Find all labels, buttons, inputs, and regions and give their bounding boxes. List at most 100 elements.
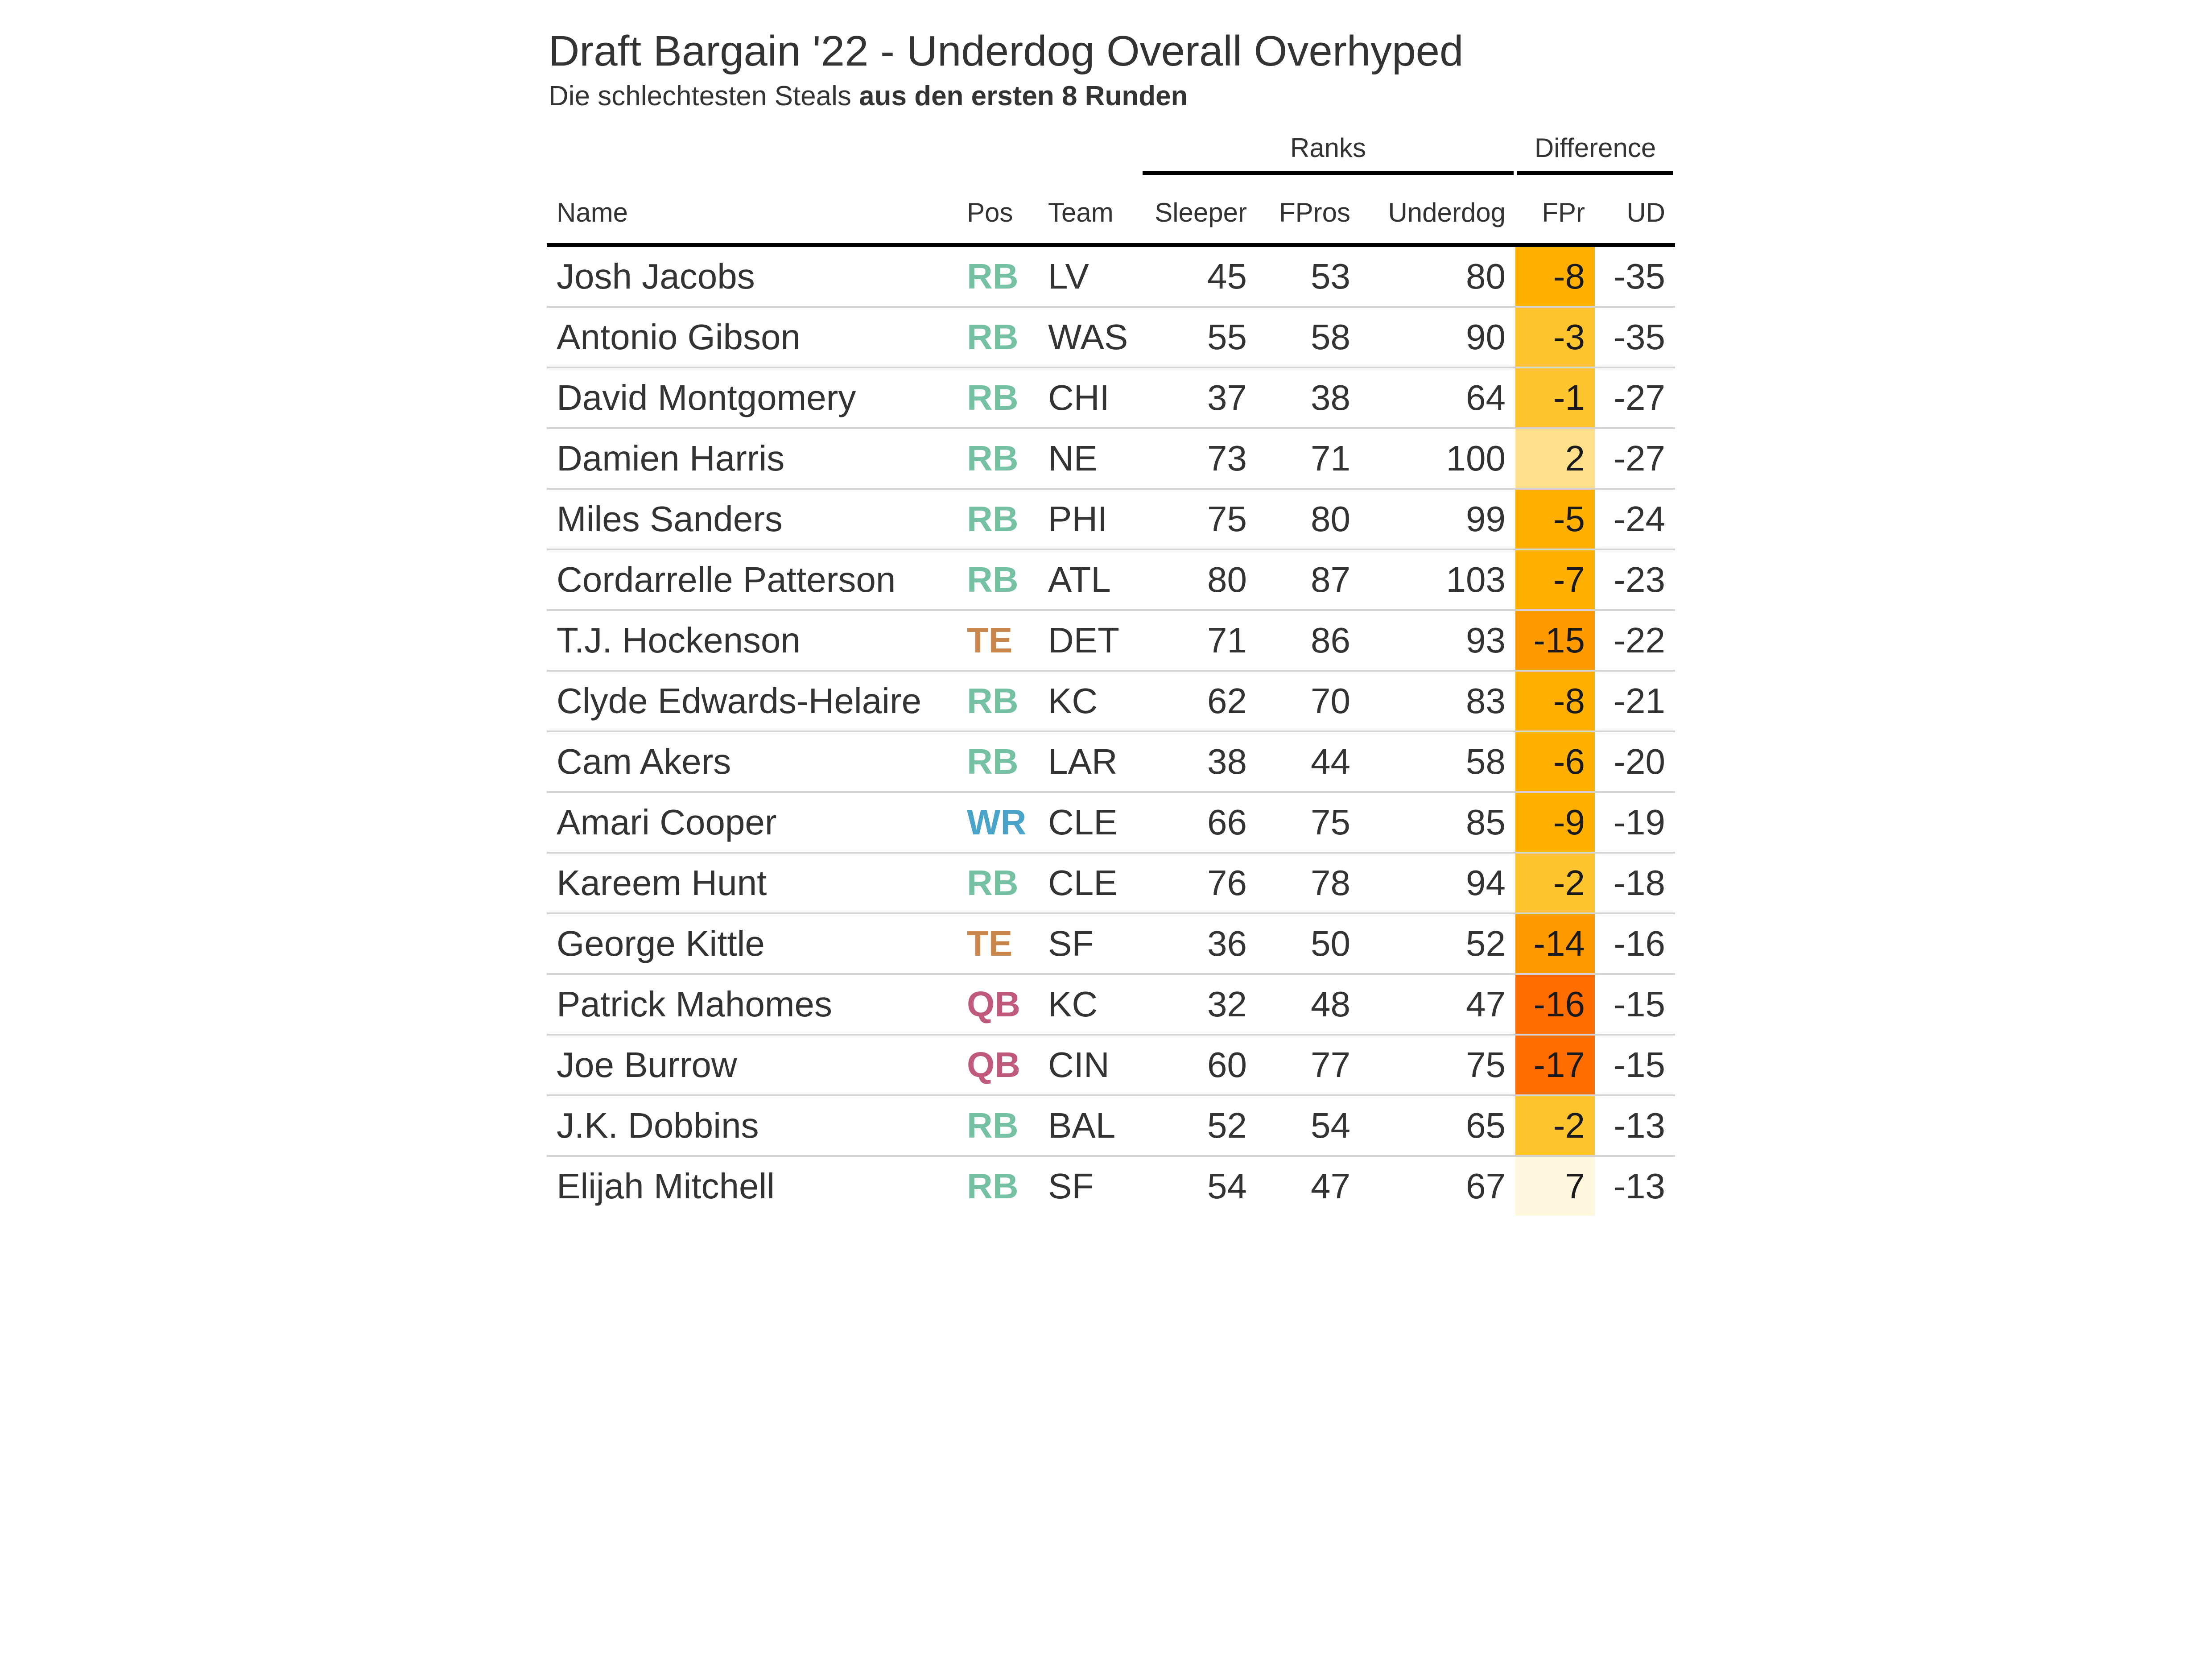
cell-fpros: 47 [1311,1166,1350,1206]
table-title: Draft Bargain '22 - Underdog Overall Ove… [549,27,1464,75]
col-header-fpros: FPros [1257,182,1360,248]
cell-team: LAR [1038,731,1141,793]
cell-sleeper: 37 [1141,367,1257,429]
cell-sleeper: 73 [1141,428,1257,490]
cell-pos: WR [957,792,1038,854]
cell-underdog: 85 [1360,792,1515,854]
cell-sleeper: 80 [1141,549,1257,611]
cell-underdog: 94 [1360,853,1515,915]
cell-underdog: 99 [1360,489,1515,551]
cell-sleeper: 36 [1141,913,1257,975]
table-subtitle: Die schlechtesten Steals aus den ersten … [547,80,1693,112]
cell-pos: RB [957,1095,1038,1157]
cell-pos: RB [957,853,1038,915]
cell-sleeper: 62 [1141,671,1257,733]
group-difference-label: Difference [1534,133,1656,163]
cell-pos: QB [957,1035,1038,1097]
spacer [547,132,957,182]
table-row: Cordarrelle Patterson RB ATL 80 87 103 -7 -23 [547,549,1675,611]
cell-name: George Kittle [547,913,957,975]
col-header-pos: Pos [957,182,1038,248]
subtitle-bold: aus den ersten 8 Runden [859,81,1188,112]
cell-ud: -18 [1595,853,1675,915]
cell-team: SF [1048,1166,1094,1206]
cell-sleeper: 76 [1141,853,1257,915]
cell-fpros: 77 [1257,1035,1360,1097]
cell-fpr: -9 [1515,792,1595,854]
cell-team: PHI [1038,489,1141,551]
cell-name: Miles Sanders [547,489,957,551]
table-row: Josh Jacobs RB LV 45 53 80 -8 -35 [547,245,1675,308]
cell-fpros: 75 [1257,792,1360,854]
table-row: Damien Harris RB NE 73 71 100 2 -27 [547,428,1675,490]
cell-sleeper: 52 [1141,1095,1257,1157]
cell-ud: -20 [1595,731,1675,793]
group-difference: Difference [1515,132,1675,182]
cell-name: J.K. Dobbins [547,1095,957,1157]
table-figure: Draft Bargain '22 - Underdog Overall Ove… [547,27,1693,1216]
cell-underdog: 100 [1360,428,1515,490]
cell-team: CLE [1038,792,1141,854]
cell-ud: -35 [1595,245,1675,308]
cell-fpr: -7 [1515,549,1595,611]
cell-team: KC [1038,974,1141,1036]
table-row: Elijah Mitchell RB SF 54 47 67 7 -13 [547,1156,1675,1216]
cell-name: Antonio Gibson [547,307,957,369]
cell-fpr: -5 [1515,489,1595,551]
group-ranks: Ranks [1141,132,1515,182]
table-row: George Kittle TE SF 36 50 52 -14 -16 [547,913,1675,975]
cell-team: WAS [1038,307,1141,369]
cell-team: LV [1038,245,1141,308]
cell-sleeper: 71 [1141,610,1257,672]
cell-underdog: 103 [1360,549,1515,611]
col-header-sleeper: Sleeper [1141,182,1257,248]
cell-name: Joe Burrow [547,1035,957,1097]
cell-ud: -13 [1614,1166,1665,1206]
group-header-row: Ranks Difference [547,132,1675,182]
table-row: Amari Cooper WR CLE 66 75 85 -9 -19 [547,792,1675,854]
cell-fpros: 53 [1257,245,1360,308]
cell-team: NE [1038,428,1141,490]
cell-fpros: 44 [1257,731,1360,793]
cell-name: Elijah Mitchell [557,1166,775,1206]
cell-fpros: 54 [1257,1095,1360,1157]
cell-team: DET [1038,610,1141,672]
rankings-table: Ranks Difference Name Pos Team Sleeper F… [547,132,1675,1216]
cell-fpros: 58 [1257,307,1360,369]
table-row: David Montgomery RB CHI 37 38 64 -1 -27 [547,367,1675,429]
table-body: Josh Jacobs RB LV 45 53 80 -8 -35 Antonio Gibson… [547,245,1675,1216]
column-header-row: Name Pos Team Sleeper FPros Underdog FPr… [547,182,1675,248]
cell-sleeper: 45 [1141,245,1257,308]
cell-pos: RB [957,671,1038,733]
cell-underdog: 67 [1466,1166,1506,1206]
cell-fpr: -1 [1515,367,1595,429]
cell-sleeper: 32 [1141,974,1257,1036]
cell-fpr: -14 [1515,913,1595,975]
cell-team: CHI [1038,367,1141,429]
cell-pos: RB [957,428,1038,490]
cell-name: Cam Akers [547,731,957,793]
cell-ud: -23 [1595,549,1675,611]
cell-ud: -19 [1595,792,1675,854]
cell-name: Patrick Mahomes [547,974,957,1036]
group-ranks-label: Ranks [1290,133,1366,163]
cell-fpros: 87 [1257,549,1360,611]
cell-fpros: 48 [1257,974,1360,1036]
cell-underdog: 75 [1360,1035,1515,1097]
table-row: Patrick Mahomes QB KC 32 48 47 -16 -15 [547,974,1675,1036]
col-header-ud: UD [1595,182,1675,248]
cell-name: Josh Jacobs [547,245,957,308]
cell-name: Amari Cooper [547,792,957,854]
cell-ud: -16 [1595,913,1675,975]
cell-fpr: -16 [1515,974,1595,1036]
cell-fpr: -17 [1515,1035,1595,1097]
cell-sleeper: 66 [1141,792,1257,854]
cell-fpros: 78 [1257,853,1360,915]
cell-pos: TE [957,610,1038,672]
cell-name: Kareem Hunt [547,853,957,915]
cell-name: Damien Harris [547,428,957,490]
cell-fpros: 80 [1257,489,1360,551]
cell-fpros: 70 [1257,671,1360,733]
cell-fpr: -15 [1515,610,1595,672]
cell-name: Cordarrelle Patterson [547,549,957,611]
